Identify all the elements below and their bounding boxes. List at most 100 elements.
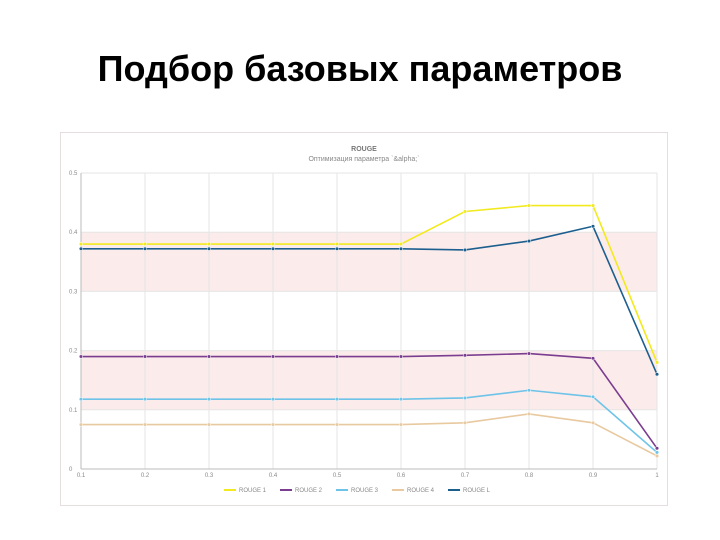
x-tick-label: 0.2 xyxy=(141,473,150,479)
chart-title: ROUGE xyxy=(351,146,377,153)
x-tick-label: 1 xyxy=(655,473,659,479)
data-point xyxy=(654,453,660,459)
x-tick-label: 0.4 xyxy=(269,473,278,479)
legend-item: ROUGE 3 xyxy=(336,488,379,494)
legend-item: ROUGE 4 xyxy=(392,488,435,494)
data-point xyxy=(206,354,212,359)
data-point xyxy=(334,246,340,251)
legend-label: ROUGE L xyxy=(463,488,491,494)
plot-band xyxy=(81,291,657,351)
plot-band xyxy=(81,173,657,233)
data-point xyxy=(270,246,276,251)
x-tick-label: 0.8 xyxy=(525,473,534,479)
data-point xyxy=(654,450,660,455)
data-point xyxy=(526,351,532,356)
line-chart: 0 0.1 0.2 0.3 0.4 0.5 0.1 0.2 0.3 0.4 0.5 0.6 0.7 0.8… xyxy=(69,146,660,494)
data-point xyxy=(206,422,212,427)
series-rouge-4 xyxy=(78,411,660,459)
data-point xyxy=(270,354,276,359)
data-point xyxy=(398,246,404,251)
data-point xyxy=(78,422,84,427)
series-line xyxy=(81,389,658,454)
data-point xyxy=(462,395,468,401)
legend-label: ROUGE 4 xyxy=(407,488,435,494)
x-tick-label: 0.1 xyxy=(77,473,86,479)
y-tick-label: 0 xyxy=(69,467,73,473)
data-point xyxy=(334,397,340,402)
y-tick-label: 0.2 xyxy=(69,349,78,355)
data-point xyxy=(654,372,660,377)
data-point xyxy=(398,354,404,359)
data-point xyxy=(334,354,340,359)
data-point xyxy=(398,241,404,247)
plot-band xyxy=(81,350,657,410)
data-point xyxy=(270,241,276,247)
chart-axes: 0 0.1 0.2 0.3 0.4 0.5 0.1 0.2 0.3 0.4 0.5 0.6 0.7 0.8… xyxy=(69,171,659,479)
chart-subtitle: Оптимизация параметра `&alpha;` xyxy=(308,156,419,163)
data-point xyxy=(206,397,212,402)
chart-frame: 0 0.1 0.2 0.3 0.4 0.5 0.1 0.2 0.3 0.4 0.5 0.6 0.7 0.8… xyxy=(60,132,668,506)
data-point xyxy=(526,411,532,416)
data-point xyxy=(654,446,660,451)
data-point xyxy=(590,356,596,361)
data-point xyxy=(462,353,468,358)
legend-item: ROUGE 2 xyxy=(280,488,323,494)
data-point xyxy=(526,239,532,244)
chart-legend: ROUGE 1 ROUGE 2 ROUGE 3 ROUGE 4 ROUGE L xyxy=(224,488,491,494)
data-point xyxy=(206,246,212,251)
series-rouge-l xyxy=(78,224,660,377)
data-point xyxy=(590,420,596,425)
data-point xyxy=(334,241,340,247)
series-rouge-3 xyxy=(78,388,660,455)
data-point xyxy=(142,397,148,402)
x-tick-label: 0.5 xyxy=(333,473,342,479)
data-point xyxy=(142,422,148,427)
series-line xyxy=(81,413,658,457)
data-point xyxy=(142,354,148,359)
y-tick-label: 0.5 xyxy=(69,171,78,177)
data-point xyxy=(270,397,276,402)
legend-label: ROUGE 3 xyxy=(351,488,379,494)
data-point xyxy=(590,224,596,229)
series-rouge-2 xyxy=(78,351,660,451)
data-point xyxy=(526,203,532,208)
data-point xyxy=(462,209,468,214)
data-point xyxy=(398,397,404,402)
x-tick-label: 0.3 xyxy=(205,473,214,479)
x-tick-label: 0.7 xyxy=(461,473,470,479)
data-point xyxy=(142,241,148,247)
data-point xyxy=(462,247,468,253)
chart-grid xyxy=(80,172,658,470)
chart-bands xyxy=(81,173,657,469)
data-point xyxy=(590,394,596,399)
data-point xyxy=(78,246,84,251)
series-line xyxy=(81,204,658,363)
data-point xyxy=(526,388,532,393)
data-point xyxy=(78,397,84,402)
series-line xyxy=(81,225,658,375)
plot-band xyxy=(81,409,657,469)
y-tick-label: 0.3 xyxy=(69,289,78,295)
data-point xyxy=(78,354,84,359)
data-point xyxy=(142,246,148,251)
data-point xyxy=(590,203,596,208)
data-point xyxy=(398,422,404,427)
series-line xyxy=(81,352,658,449)
data-point xyxy=(462,420,468,425)
chart-series xyxy=(78,203,660,459)
plot-band xyxy=(81,232,657,292)
slide-title: Подбор базовых параметров xyxy=(97,48,623,89)
legend-item: ROUGE 1 xyxy=(224,488,267,494)
data-point xyxy=(334,422,340,427)
data-point xyxy=(78,241,84,247)
y-tick-label: 0.1 xyxy=(69,408,78,414)
legend-item: ROUGE L xyxy=(448,488,491,494)
series-rouge-1 xyxy=(78,203,660,365)
data-point xyxy=(270,422,276,427)
x-tick-label: 0.6 xyxy=(397,473,406,479)
data-point xyxy=(654,360,660,365)
legend-label: ROUGE 1 xyxy=(239,488,267,494)
x-tick-label: 0.9 xyxy=(589,473,598,479)
legend-label: ROUGE 2 xyxy=(295,488,323,494)
y-tick-label: 0.4 xyxy=(69,230,78,236)
